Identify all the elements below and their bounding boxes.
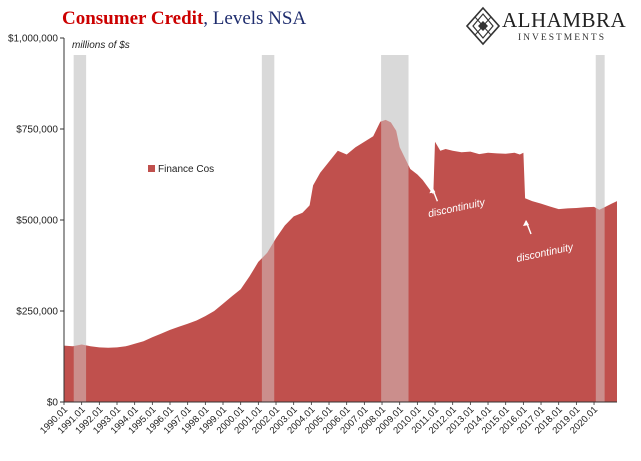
recession-overlay-0	[73, 55, 87, 402]
y-axis-ticks: $0 $250,000 $500,000 $750,000 $1,000,000	[8, 34, 64, 409]
diamond-lattice-icon	[465, 6, 501, 46]
brand-logo: ALHAMBRA INVESTMENTS	[465, 6, 636, 46]
annotation-arrowhead-1	[429, 187, 436, 194]
recession-overlay	[73, 55, 605, 402]
y-tick-label: $500,000	[16, 216, 58, 227]
chart-title: Consumer Credit, Levels NSA	[62, 8, 306, 30]
y-tick-label: $750,000	[16, 125, 58, 136]
unit-label: millions of $s	[72, 40, 130, 51]
legend-swatch	[148, 165, 155, 172]
recession-overlay-2	[381, 55, 409, 402]
series-area-group	[64, 119, 617, 403]
recession-overlay-3	[595, 55, 605, 402]
annotation-arrowhead-2	[523, 220, 530, 226]
recession-overlay-1	[261, 55, 275, 402]
y-tick-label: $0	[47, 398, 59, 409]
recession-band-0	[73, 55, 87, 402]
x-axis-ticks: 1990.011991.011992.011993.011994.011995.…	[38, 402, 600, 436]
logo-name: ALHAMBRA	[502, 8, 627, 32]
title-main: Consumer Credit	[62, 8, 204, 29]
y-tick-label: $250,000	[16, 307, 58, 318]
y-tick-label: $1,000,000	[8, 34, 58, 45]
title-rest: , Levels NSA	[203, 8, 307, 29]
legend: Finance Cos	[148, 164, 214, 175]
series-area-finance-cos	[64, 119, 617, 403]
legend-label: Finance Cos	[158, 164, 214, 175]
logo-tagline: INVESTMENTS	[518, 33, 606, 43]
